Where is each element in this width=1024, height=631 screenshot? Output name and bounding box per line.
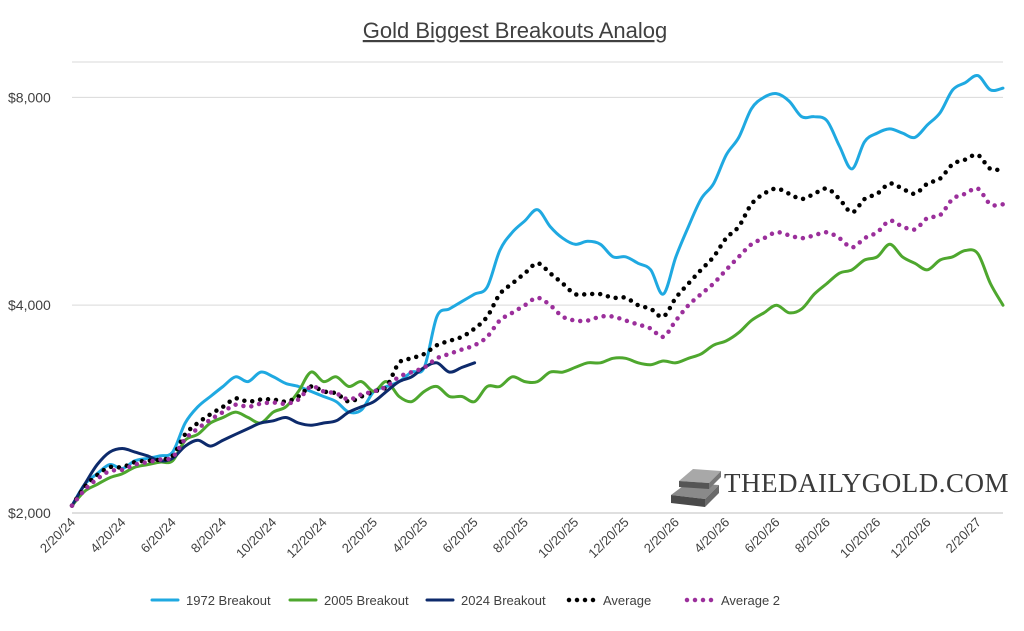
x-tick-label: 4/20/24	[87, 515, 128, 556]
series-lines	[69, 73, 1006, 508]
x-tick-label: 4/20/26	[691, 515, 732, 556]
x-tick-label: 10/20/25	[535, 515, 581, 561]
chart-title: Gold Biggest Breakouts Analog	[363, 18, 668, 43]
legend-label: 2024 Breakout	[461, 593, 546, 608]
y-tick-label: $2,000	[8, 505, 51, 521]
x-tick-label: 8/20/24	[188, 515, 229, 556]
series-line-average-2	[69, 186, 1006, 508]
legend: 1972 Breakout 2005 Breakout 2024 Breakout A…	[150, 593, 780, 608]
series-line-2005-breakout	[70, 242, 1005, 508]
legend-label: 2005 Breakout	[324, 593, 409, 608]
x-tick-label: 8/20/26	[792, 515, 833, 556]
series-line-1972-breakout	[70, 73, 1005, 508]
series-line-2024-breakout	[70, 361, 477, 508]
watermark-logo	[671, 469, 721, 507]
x-tick-label: 12/20/25	[585, 515, 631, 561]
y-tick-label: $8,000	[8, 89, 51, 105]
x-tick-label: 4/20/25	[389, 515, 430, 556]
x-tick-label: 12/20/26	[887, 515, 933, 561]
x-tick-label: 10/20/26	[837, 515, 883, 561]
x-tick-label: 6/20/25	[439, 515, 480, 556]
x-tick-label: 2/20/25	[339, 515, 380, 556]
x-tick-label: 2/20/26	[641, 515, 682, 556]
x-tick-label: 12/20/24	[283, 515, 329, 561]
x-tick-label: 10/20/24	[233, 515, 279, 561]
x-tick-label: 6/20/24	[137, 515, 178, 556]
x-tick-label: 8/20/25	[490, 515, 531, 556]
y-tick-label: $4,000	[8, 297, 51, 313]
y-axis-ticks: $2,000 $4,000 $8,000	[8, 89, 51, 521]
watermark-text: THEDAILYGOLD.COM	[724, 468, 1009, 498]
legend-label: 1972 Breakout	[186, 593, 271, 608]
legend-label: Average 2	[721, 593, 780, 608]
series-line-average	[69, 152, 1006, 508]
x-tick-label: 6/20/26	[741, 515, 782, 556]
x-tick-label: 2/20/27	[943, 515, 984, 556]
legend-label: Average	[603, 593, 651, 608]
x-axis-ticks: 2/20/24 4/20/24 6/20/24 8/20/24 10/20/24 12/2…	[37, 515, 984, 561]
